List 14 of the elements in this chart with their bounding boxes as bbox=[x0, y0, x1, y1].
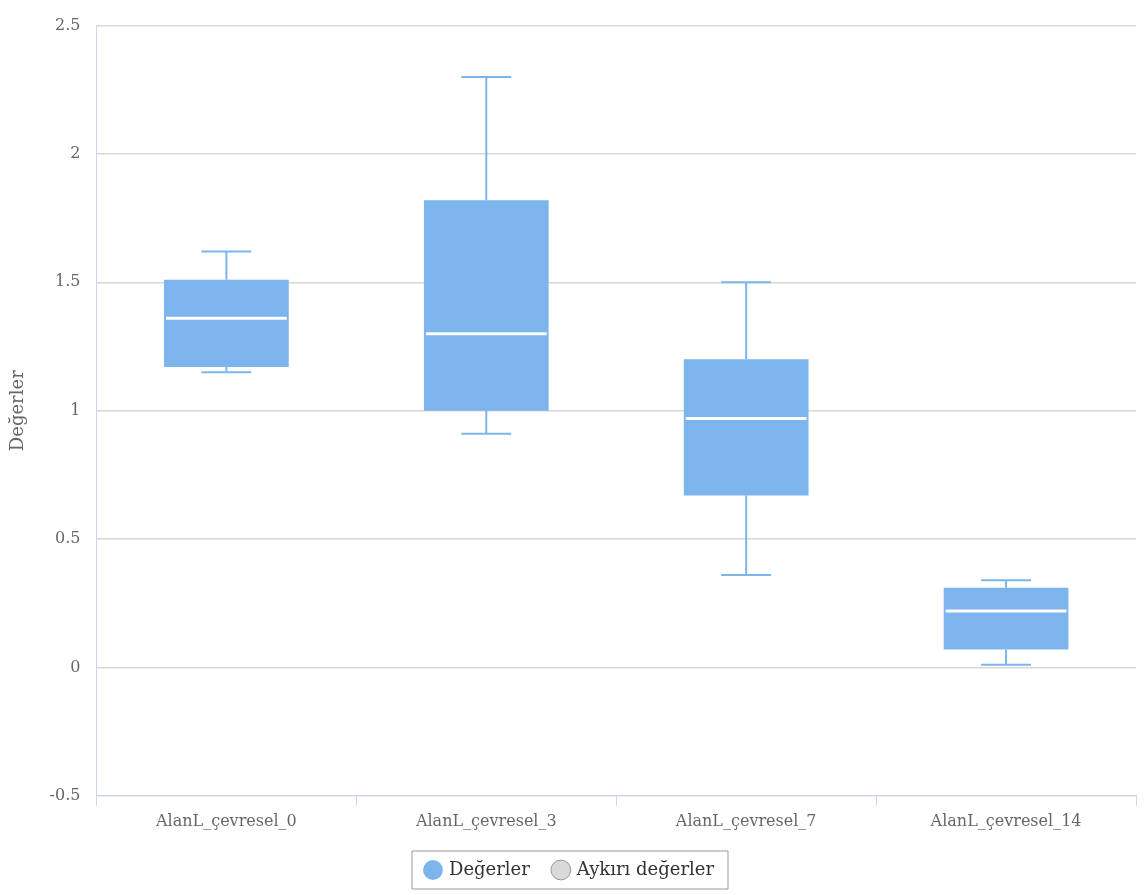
y-tick-label: 0 bbox=[70, 656, 81, 676]
x-tick-label: AlanL_çevresel_7 bbox=[674, 810, 817, 830]
y-tick-label: 1.5 bbox=[55, 271, 81, 291]
x-tick-label: AlanL_çevresel_14 bbox=[929, 810, 1082, 830]
x-tick-label: AlanL_çevresel_3 bbox=[414, 810, 557, 830]
y-tick-label: 2 bbox=[70, 143, 81, 163]
legend-label: Aykırı değerler bbox=[575, 857, 715, 879]
y-tick-label: -0.5 bbox=[49, 784, 81, 804]
legend-label: Değerler bbox=[448, 857, 531, 879]
y-axis-title: Değerler bbox=[6, 369, 28, 452]
y-tick-label: 2.5 bbox=[55, 14, 81, 34]
x-tick-label: AlanL_çevresel_0 bbox=[155, 810, 297, 830]
y-tick-label: 0.5 bbox=[55, 528, 81, 548]
y-tick-label: 1 bbox=[70, 399, 81, 419]
